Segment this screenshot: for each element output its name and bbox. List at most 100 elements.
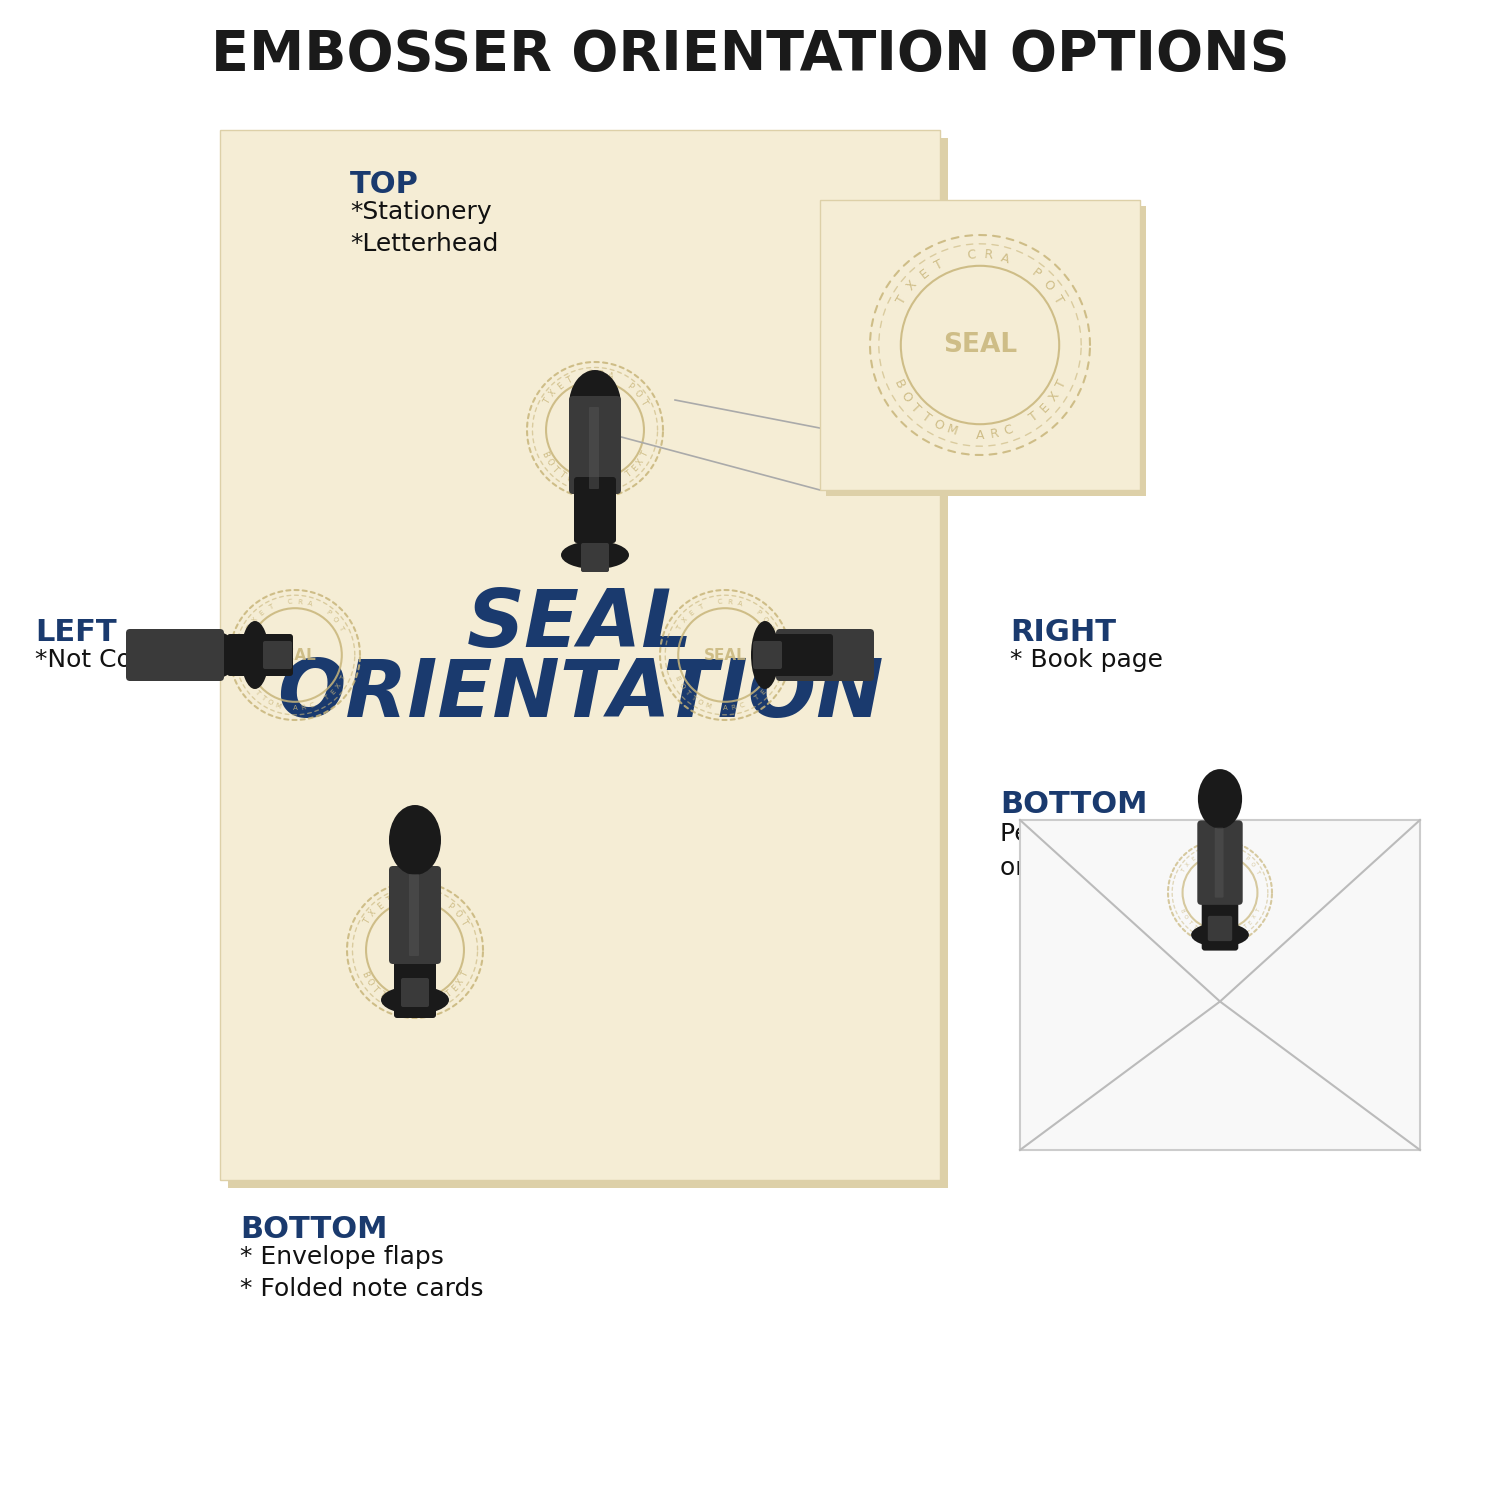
Text: M: M bbox=[705, 702, 712, 709]
Text: O: O bbox=[1182, 914, 1188, 920]
Text: O: O bbox=[632, 388, 642, 399]
Text: M: M bbox=[393, 998, 402, 1008]
Text: O: O bbox=[384, 994, 394, 1005]
Text: T: T bbox=[682, 688, 690, 696]
FancyBboxPatch shape bbox=[766, 634, 832, 676]
Text: SEAL: SEAL bbox=[466, 586, 693, 664]
Text: O: O bbox=[1250, 861, 1256, 868]
FancyBboxPatch shape bbox=[574, 477, 616, 543]
FancyBboxPatch shape bbox=[590, 406, 598, 489]
Text: C: C bbox=[1214, 847, 1218, 853]
Text: A: A bbox=[1218, 933, 1222, 938]
Text: EMBOSSER ORIENTATION OPTIONS: EMBOSSER ORIENTATION OPTIONS bbox=[210, 28, 1290, 82]
Text: T: T bbox=[338, 626, 345, 632]
Text: B: B bbox=[540, 450, 550, 459]
Text: T: T bbox=[1050, 292, 1065, 306]
Ellipse shape bbox=[568, 370, 621, 440]
Text: O: O bbox=[696, 699, 703, 706]
Text: T: T bbox=[1198, 852, 1203, 858]
FancyBboxPatch shape bbox=[1215, 828, 1224, 897]
Text: O: O bbox=[1197, 927, 1203, 933]
Text: O: O bbox=[363, 976, 375, 987]
Text: P: P bbox=[1244, 856, 1250, 862]
Text: A: A bbox=[975, 429, 984, 441]
Text: X: X bbox=[765, 682, 772, 688]
Text: E: E bbox=[1191, 856, 1197, 862]
Text: R: R bbox=[420, 1000, 428, 1010]
Text: BOTTOM: BOTTOM bbox=[240, 1215, 387, 1243]
Text: T: T bbox=[920, 410, 933, 424]
Text: E: E bbox=[759, 688, 766, 696]
Text: T: T bbox=[550, 464, 560, 474]
Text: E: E bbox=[556, 381, 566, 392]
Text: A: A bbox=[723, 705, 728, 711]
FancyBboxPatch shape bbox=[410, 874, 419, 956]
Text: T: T bbox=[638, 398, 648, 406]
Text: R: R bbox=[728, 598, 732, 604]
Text: C: C bbox=[966, 249, 976, 262]
Text: B: B bbox=[360, 969, 370, 980]
Text: C: C bbox=[309, 702, 315, 709]
Text: C: C bbox=[717, 598, 723, 604]
Text: * Envelope flaps
* Folded note cards: * Envelope flaps * Folded note cards bbox=[240, 1245, 483, 1300]
Text: O: O bbox=[452, 908, 462, 920]
Text: X: X bbox=[1252, 914, 1258, 920]
Text: T: T bbox=[566, 375, 574, 386]
Text: SEAL: SEAL bbox=[273, 648, 316, 663]
Text: X: X bbox=[456, 976, 466, 987]
Text: O: O bbox=[267, 699, 274, 706]
Text: T: T bbox=[362, 918, 372, 927]
Text: T: T bbox=[1180, 868, 1186, 874]
Text: T: T bbox=[1186, 920, 1192, 926]
Text: T: T bbox=[542, 398, 552, 406]
Text: A: A bbox=[999, 251, 1011, 266]
Text: X: X bbox=[251, 616, 258, 624]
Text: X: X bbox=[548, 388, 558, 399]
Text: E: E bbox=[258, 609, 266, 616]
Text: T: T bbox=[1053, 378, 1068, 390]
Text: R: R bbox=[600, 480, 608, 490]
FancyBboxPatch shape bbox=[753, 640, 782, 669]
Text: T: T bbox=[640, 450, 651, 459]
FancyBboxPatch shape bbox=[228, 138, 948, 1188]
Text: T: T bbox=[260, 694, 267, 702]
Text: R: R bbox=[984, 249, 993, 262]
FancyBboxPatch shape bbox=[568, 396, 621, 494]
Text: R: R bbox=[1224, 932, 1228, 938]
Text: T: T bbox=[768, 626, 776, 632]
Text: O: O bbox=[932, 417, 945, 434]
Text: C: C bbox=[429, 998, 436, 1008]
Text: ORIENTATION: ORIENTATION bbox=[276, 656, 884, 734]
Text: T: T bbox=[894, 292, 909, 306]
Text: A: A bbox=[413, 1002, 419, 1011]
Text: C: C bbox=[1232, 930, 1236, 936]
FancyBboxPatch shape bbox=[226, 634, 292, 676]
Text: B: B bbox=[243, 675, 250, 681]
Ellipse shape bbox=[1198, 770, 1242, 828]
FancyBboxPatch shape bbox=[262, 640, 292, 669]
Text: X: X bbox=[904, 279, 920, 294]
Text: R: R bbox=[417, 890, 423, 898]
FancyBboxPatch shape bbox=[1020, 821, 1420, 1150]
Text: T: T bbox=[386, 896, 394, 906]
Text: P: P bbox=[624, 381, 634, 392]
Text: A: A bbox=[308, 600, 314, 608]
Text: A: A bbox=[592, 482, 598, 490]
Text: X: X bbox=[334, 682, 342, 688]
Ellipse shape bbox=[561, 542, 628, 568]
Text: B: B bbox=[674, 675, 681, 681]
Text: T: T bbox=[244, 626, 252, 632]
Ellipse shape bbox=[752, 621, 778, 688]
Text: T: T bbox=[324, 694, 330, 702]
Text: R: R bbox=[988, 427, 999, 441]
Text: T: T bbox=[933, 256, 945, 273]
Text: T: T bbox=[460, 970, 471, 978]
Text: E: E bbox=[450, 984, 460, 994]
FancyBboxPatch shape bbox=[1197, 821, 1242, 904]
Text: O: O bbox=[1040, 278, 1056, 294]
Text: T: T bbox=[339, 675, 346, 681]
Text: SEAL: SEAL bbox=[572, 422, 618, 440]
Text: T: T bbox=[753, 694, 760, 702]
Text: P: P bbox=[324, 609, 332, 616]
FancyBboxPatch shape bbox=[388, 865, 441, 964]
